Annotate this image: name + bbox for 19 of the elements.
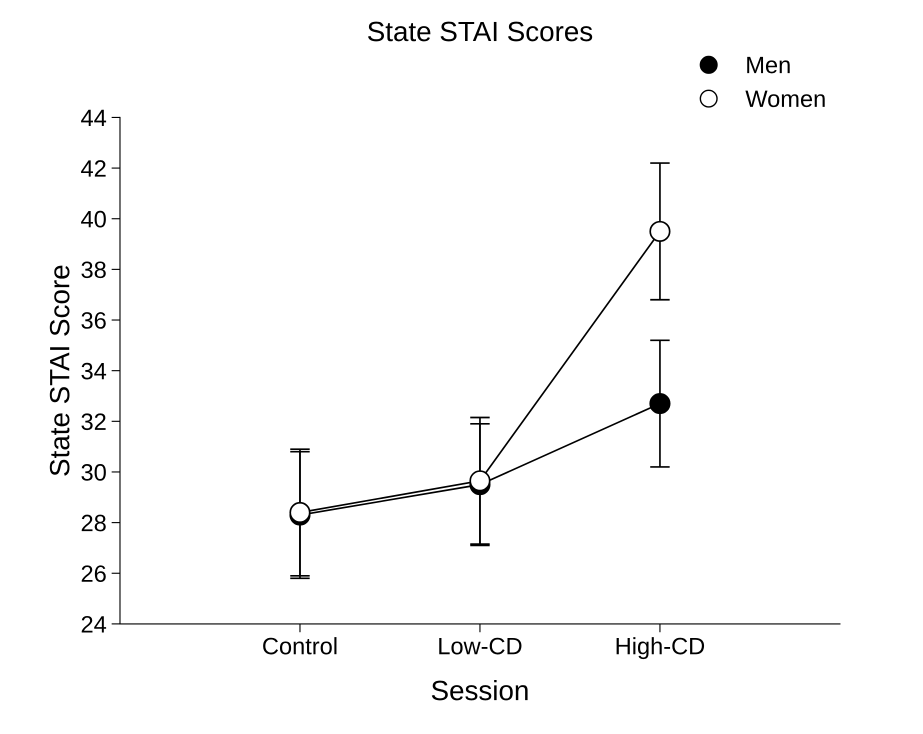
y-tick-label: 42 xyxy=(81,160,106,177)
chart-title: State STAI Scores xyxy=(368,22,592,42)
y-tick-label: 38 xyxy=(81,261,106,278)
legend-label: Women xyxy=(745,90,825,108)
y-tick-label: 30 xyxy=(81,464,106,481)
y-tick-label: 26 xyxy=(82,565,106,582)
y-tick-label: 36 xyxy=(81,312,106,329)
y-tick-label: 24 xyxy=(82,616,106,632)
y-tick-label: 40 xyxy=(81,210,106,228)
x-tick-label: Low-CD xyxy=(439,638,522,654)
y-tick-label: 32 xyxy=(81,413,106,430)
y-tick-label: 28 xyxy=(82,514,106,532)
x-tick-label: Control xyxy=(263,637,336,654)
y-tick-label: 34 xyxy=(81,362,106,380)
x-tick-label: High-CD xyxy=(616,637,704,660)
y-axis-title: State STAI Score xyxy=(50,266,70,476)
legend-label: Men xyxy=(747,56,790,74)
x-axis-title: Session xyxy=(432,680,528,700)
y-tick-label: 44 xyxy=(81,110,106,126)
